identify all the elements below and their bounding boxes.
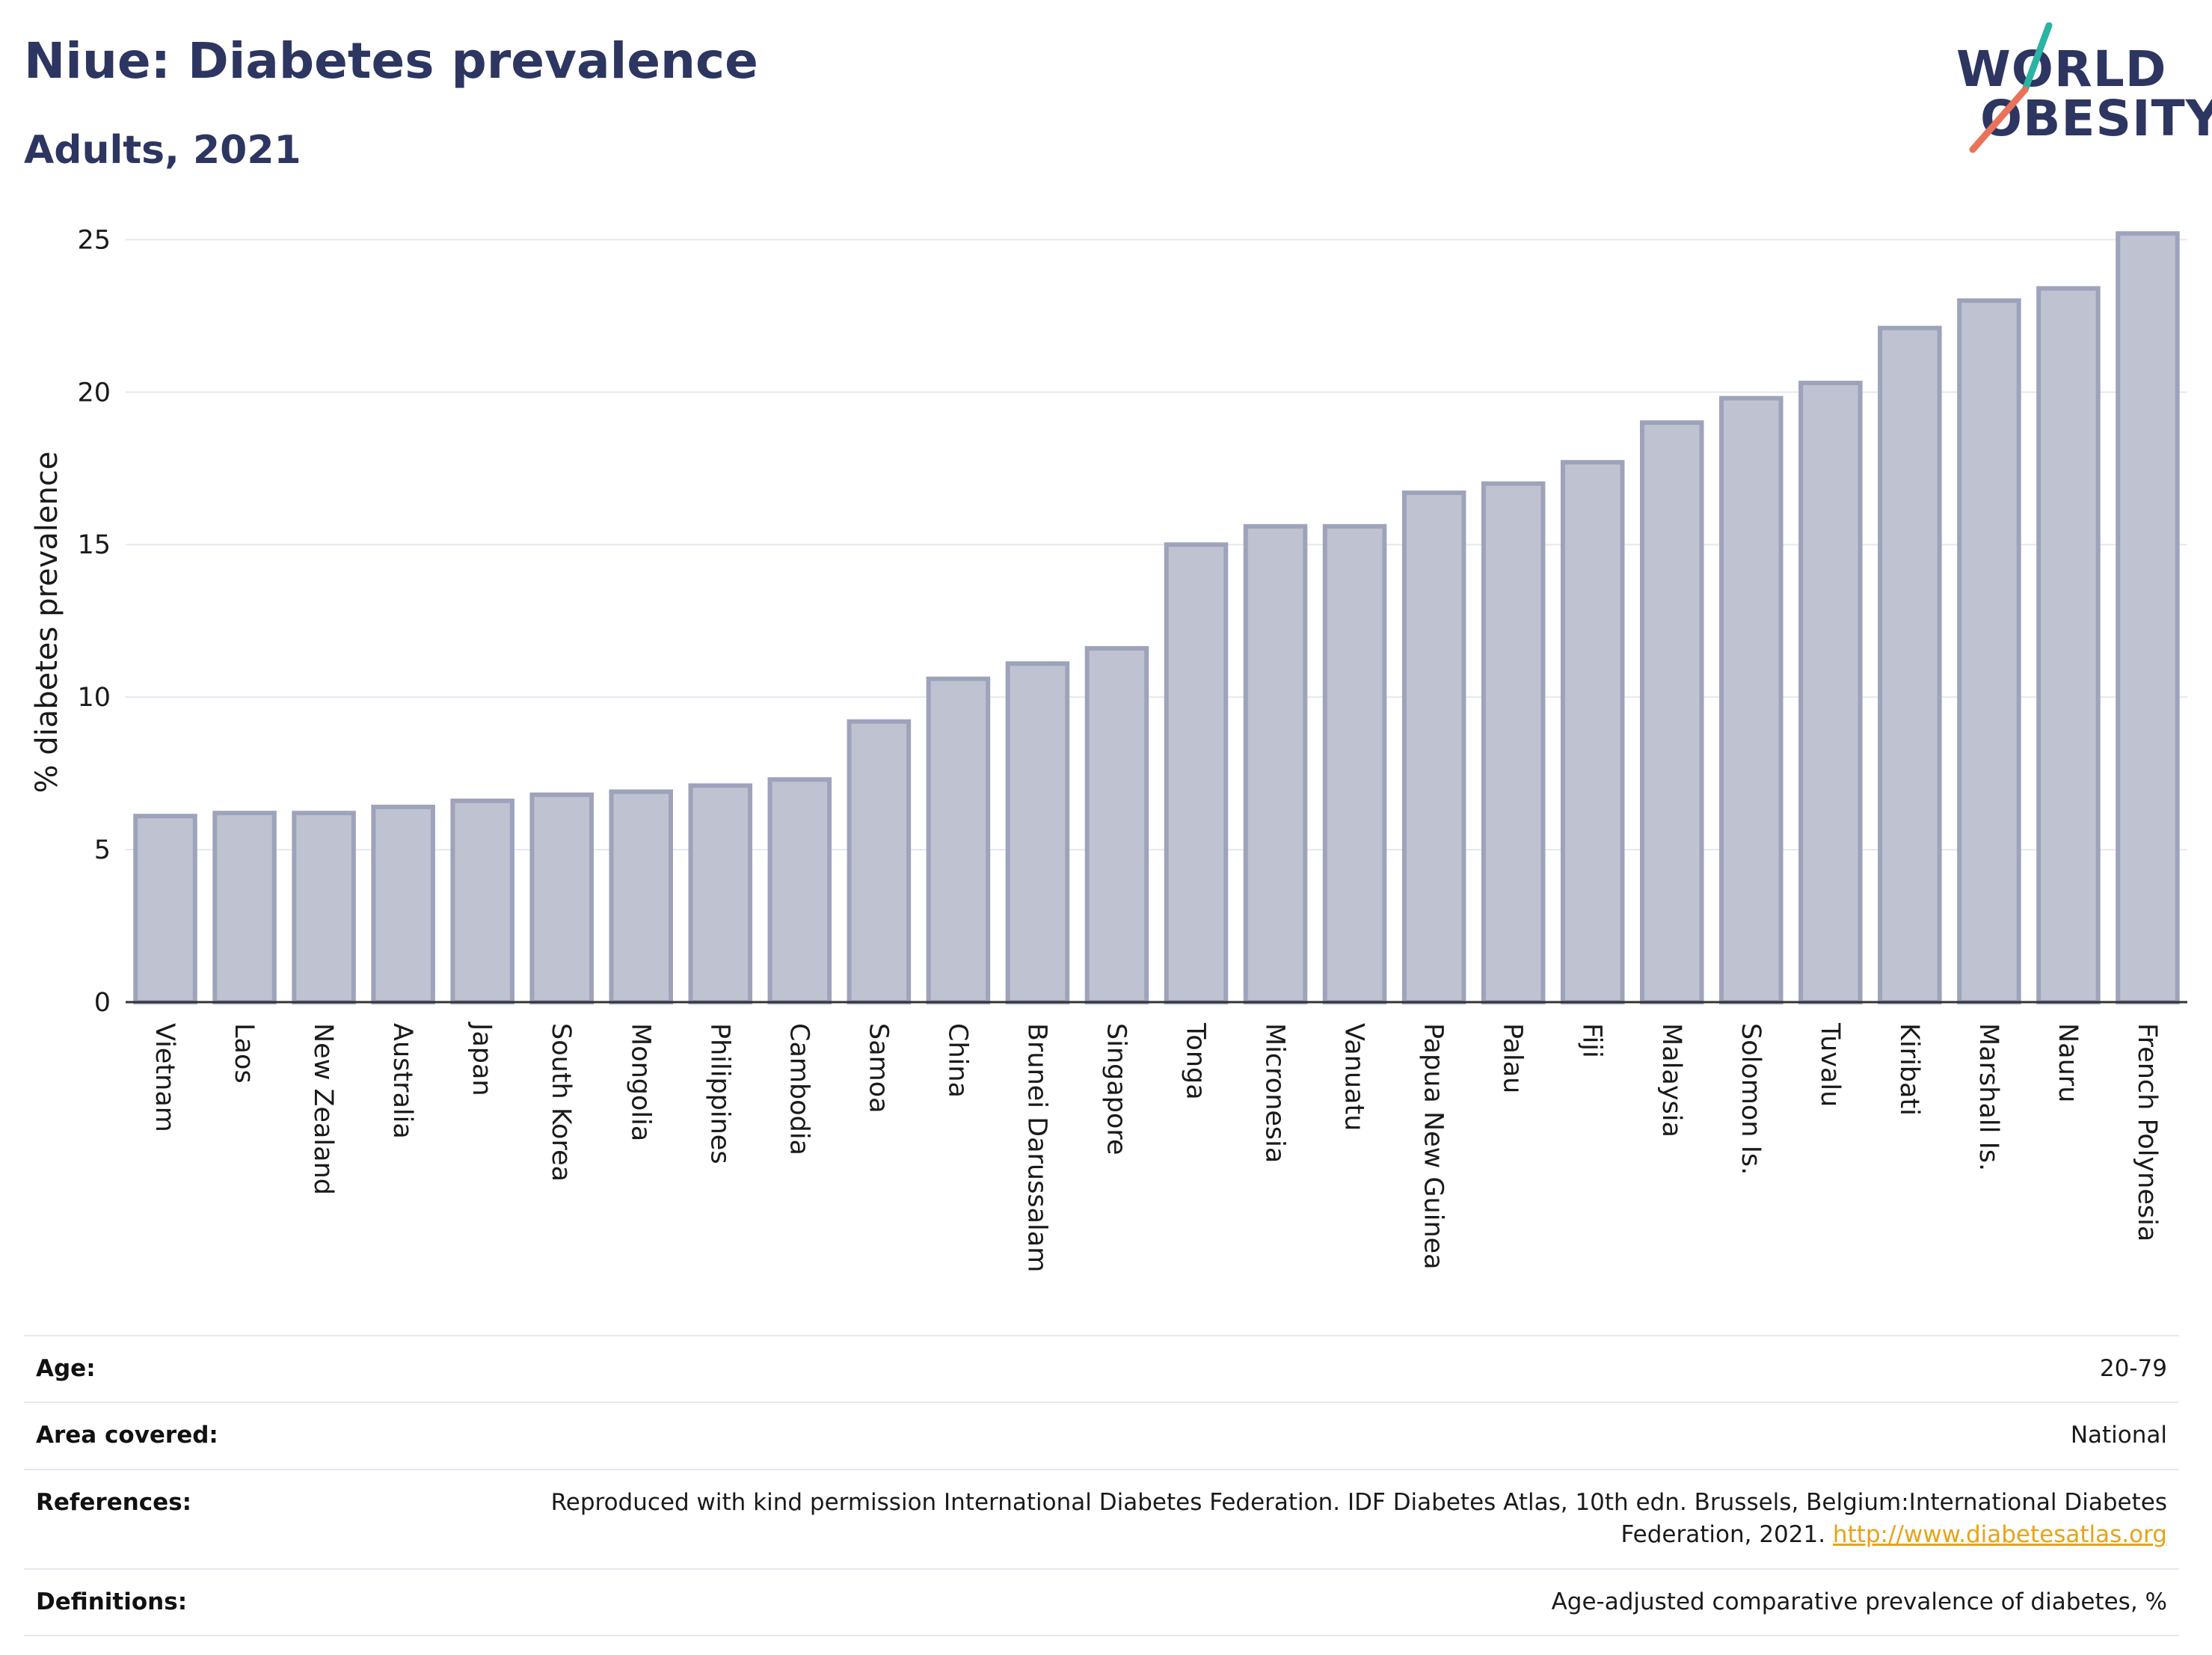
definitions-label: Definitions:	[24, 1568, 467, 1636]
references-value: Reproduced with kind permission Internat…	[467, 1468, 2179, 1570]
x-tick-label: Fiji	[1577, 1023, 1607, 1058]
info-table: Age: 20-79 Area covered: National Refere…	[24, 1334, 2179, 1636]
bar	[1560, 460, 1625, 1004]
bar	[1084, 645, 1149, 1005]
x-tick-label: Cambodia	[784, 1023, 814, 1155]
bar	[1798, 381, 1863, 1004]
x-tick-label: Nauru	[2053, 1023, 2083, 1102]
x-tick-label: Laos	[229, 1023, 259, 1084]
x-tick-label: Japan	[467, 1022, 497, 1096]
references-link[interactable]: http://www.diabetesatlas.org	[1832, 1521, 2167, 1549]
bar	[529, 792, 594, 1004]
bar	[1957, 298, 2021, 1005]
page-subtitle: Adults, 2021	[24, 128, 301, 173]
x-tick-label: Papua New Guinea	[1419, 1023, 1448, 1270]
x-tick-label: China	[942, 1023, 972, 1098]
x-tick-label: Malaysia	[1656, 1023, 1686, 1137]
x-tick-label: Singapore	[1101, 1023, 1131, 1155]
bar	[1639, 420, 1704, 1004]
bar	[1005, 661, 1070, 1004]
bar	[926, 676, 991, 1004]
bar	[609, 789, 674, 1005]
y-tick-label: 0	[94, 988, 111, 1018]
bar	[767, 777, 832, 1005]
bar	[1401, 490, 1466, 1004]
bar	[1243, 523, 1308, 1004]
info-row-area: Area covered: National	[24, 1401, 2179, 1470]
x-tick-label: Marshall Is.	[1973, 1023, 2003, 1171]
logo-slash-icon	[1969, 22, 2053, 153]
world-obesity-logo: WORLD OBESITY	[1944, 22, 2212, 157]
logo-line-2: OBESITY	[1980, 90, 2212, 147]
bar-chart: 0 5 10 15 20 25 % diabetes prevalence Vietnam La…	[30, 225, 2187, 1272]
bar	[847, 719, 912, 1004]
bar	[1719, 396, 1784, 1004]
references-text: Reproduced with kind permission Internat…	[550, 1488, 2167, 1549]
y-tick-label: 10	[77, 683, 111, 713]
x-tick-label: New Zealand	[308, 1023, 338, 1195]
x-tick-label: Philippines	[704, 1023, 734, 1164]
bar	[1878, 325, 1942, 1004]
info-row-age: Age: 20-79	[24, 1334, 2179, 1404]
bar	[1481, 481, 1546, 1004]
y-tick-label: 20	[77, 378, 111, 408]
x-tick-label: Solomon Is.	[1736, 1023, 1766, 1175]
bar	[1164, 542, 1229, 1004]
x-tick-label: Kiribati	[1894, 1023, 1924, 1116]
bar	[2036, 286, 2101, 1005]
x-tick-label: Vanuatu	[1339, 1023, 1369, 1131]
x-tick-label: Vietnam	[150, 1023, 179, 1132]
y-axis-label: % diabetes prevalence	[30, 451, 64, 793]
area-value: National	[467, 1401, 2179, 1470]
page-title: Niue: Diabetes prevalence	[24, 32, 758, 90]
x-tick-label: Micronesia	[1260, 1023, 1290, 1163]
x-tick-label: Australia	[387, 1023, 417, 1139]
x-tick-label: Palau	[1498, 1023, 1528, 1093]
x-tick-label: Samoa	[863, 1023, 893, 1114]
y-tick-label: 25	[77, 225, 111, 255]
info-row-references: References: Reproduced with kind permiss…	[24, 1468, 2179, 1570]
bar	[450, 798, 514, 1004]
bar	[371, 804, 435, 1004]
bar	[212, 811, 277, 1004]
x-tick-label: South Korea	[546, 1023, 576, 1182]
x-tick-label: French Polynesia	[2132, 1023, 2162, 1241]
bar	[133, 814, 197, 1005]
x-tick-label: Brunei Darussalam	[1021, 1023, 1051, 1272]
x-tick-label: Mongolia	[625, 1023, 655, 1141]
age-value: 20-79	[467, 1334, 2179, 1404]
area-label: Area covered:	[24, 1401, 467, 1470]
definitions-value: Age-adjusted comparative prevalence of d…	[467, 1568, 2179, 1636]
bar	[1322, 523, 1387, 1004]
y-tick-label: 5	[94, 835, 111, 865]
logo-line-1: WORLD	[1956, 40, 2167, 98]
info-row-definitions: Definitions: Age-adjusted comparative pr…	[24, 1568, 2179, 1636]
y-tick-label: 15	[77, 530, 111, 560]
x-tick-label: Tuvalu	[1815, 1022, 1845, 1107]
bar	[2116, 231, 2180, 1004]
bar	[292, 811, 356, 1004]
age-label: Age:	[24, 1334, 467, 1404]
references-label: References:	[24, 1468, 467, 1570]
x-tick-label: Tonga	[1181, 1022, 1211, 1100]
bar	[688, 783, 753, 1005]
